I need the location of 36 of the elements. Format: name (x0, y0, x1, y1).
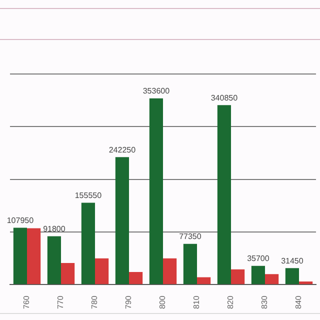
bar (149, 98, 163, 284)
bar (231, 269, 245, 284)
bar (115, 157, 129, 284)
data-label: 353600 (142, 86, 170, 96)
bar (81, 202, 95, 284)
x-tick-label: 830 (260, 295, 270, 310)
bar (285, 268, 299, 284)
bar (129, 272, 143, 284)
x-tick-label: 800 (158, 295, 168, 310)
x-tick-label: 770 (56, 295, 66, 310)
bar (47, 236, 61, 284)
bar (163, 258, 177, 284)
data-label: 91800 (43, 224, 66, 234)
data-label: 31450 (281, 256, 304, 266)
data-label: 77350 (179, 232, 202, 242)
x-tick-label: 780 (90, 295, 100, 310)
bar (183, 244, 197, 284)
bar (197, 277, 211, 284)
bar (265, 274, 279, 284)
x-tick-label: 790 (124, 295, 134, 310)
data-label: 107950 (6, 216, 34, 226)
bar (299, 281, 313, 284)
data-label: 242250 (108, 145, 136, 154)
x-tick-label: 820 (226, 295, 236, 310)
x-tick-label: 760 (22, 295, 32, 310)
x-tick-label: 840 (294, 295, 304, 310)
bar (217, 105, 231, 284)
bar (13, 228, 27, 284)
x-tick-label: 810 (192, 295, 202, 310)
bar (95, 258, 109, 284)
data-label: 340850 (210, 93, 238, 102)
bar (61, 263, 75, 284)
data-label: 155550 (74, 190, 102, 200)
bar (251, 266, 265, 284)
data-label: 35700 (247, 254, 270, 264)
bar (27, 228, 41, 284)
